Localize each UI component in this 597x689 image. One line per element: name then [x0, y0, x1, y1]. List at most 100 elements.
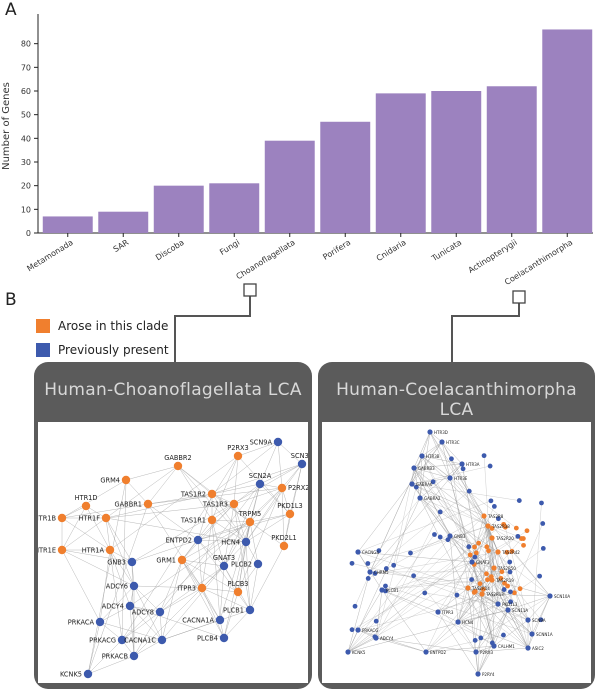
network-edge	[161, 565, 225, 641]
node-tas2r42: TAS2R42	[495, 549, 520, 555]
network-edge	[181, 559, 203, 589]
network-edge	[527, 595, 551, 649]
bar-porifera	[320, 121, 371, 233]
node-gnb3: GNB3	[107, 557, 137, 567]
network-panel-choanoflagellata: Human-Choanoflagellata LCA SCN9A SCN3A P2R…	[34, 362, 312, 689]
network-edge	[437, 611, 479, 675]
node-cacng4: CACNG4	[355, 549, 379, 555]
network-edge	[181, 503, 235, 561]
node-label: TAS2R50	[497, 566, 516, 571]
network-node-unlabeled	[365, 576, 371, 581]
network-edge	[375, 637, 427, 653]
node-label: ADCY4	[380, 636, 394, 641]
network-edge	[419, 431, 431, 499]
node-label: PRKACB	[102, 653, 129, 661]
network-edge	[441, 441, 485, 517]
bar-chart: Number of Genes01020304050607080Metamona…	[1, 14, 593, 287]
bar-choanoflagellata	[264, 140, 315, 233]
network-edge	[457, 603, 499, 623]
network-edge	[411, 441, 443, 485]
node-label: ADCY8	[132, 609, 154, 617]
network-edge	[87, 621, 101, 675]
network-node-unlabeled	[383, 583, 388, 589]
network-edge	[437, 611, 459, 623]
network-edge	[237, 487, 283, 593]
network-edge	[61, 549, 133, 563]
network-nodes: SCN9A SCN3A P2RX3 P2RX2 GABBR2 GRM4 SCN2A TAS1R…	[38, 437, 308, 679]
network-edge	[197, 539, 225, 567]
node-gnat3: GNAT3	[213, 554, 235, 571]
node-label: P2RX2	[288, 484, 308, 492]
network-node-unlabeled	[504, 549, 510, 555]
network-node-unlabeled	[476, 540, 482, 546]
node-dot	[101, 513, 111, 523]
node-label: TAS2R38	[491, 524, 510, 529]
node-prkacg: PRKACG	[89, 635, 127, 645]
network-edge	[125, 465, 179, 481]
network-node-unlabeled	[537, 573, 543, 579]
network-edge	[475, 651, 479, 675]
network-edge	[375, 589, 383, 639]
network-edge	[471, 561, 499, 605]
node-asic2: ASIC2	[525, 645, 544, 651]
node-p2rx3: P2RX3	[473, 649, 493, 655]
network-edge	[223, 609, 251, 639]
network-edge	[421, 431, 431, 457]
network-edge	[357, 551, 473, 563]
network-edge	[181, 559, 225, 567]
network-edge	[133, 585, 163, 641]
network-edge	[357, 629, 427, 653]
network-edge	[211, 493, 247, 543]
network-edge	[177, 465, 213, 521]
network-edge	[475, 603, 499, 653]
network-edge	[357, 589, 383, 631]
network-edge	[249, 487, 283, 523]
bar-coelacanthimorpha	[542, 29, 593, 233]
network-node-unlabeled	[473, 550, 479, 556]
network-edge	[511, 551, 551, 597]
network-edge	[233, 455, 239, 505]
node-dot	[157, 635, 167, 645]
connector-right	[451, 297, 520, 362]
network-edge	[87, 479, 127, 675]
network-edge	[413, 575, 477, 653]
node-htr1d: HTR1D	[75, 494, 97, 511]
network-edge	[87, 639, 123, 675]
node-dot	[233, 451, 243, 461]
network-node-unlabeled	[484, 571, 489, 577]
network-edge	[425, 538, 522, 653]
network-node-unlabeled	[505, 583, 510, 589]
network-edge	[347, 636, 375, 653]
network-edge	[159, 611, 163, 641]
node-htr1b: HTR1B	[38, 513, 67, 523]
node-dot	[489, 577, 495, 583]
node-kcnk5: KCNK5	[60, 669, 93, 679]
node-label: TAS2R20	[495, 536, 514, 541]
network-edge	[369, 491, 470, 573]
network-edge	[131, 539, 199, 563]
node-dot	[219, 633, 229, 643]
network-edge	[480, 595, 551, 639]
network-node-unlabeled	[466, 544, 472, 550]
network-edge	[467, 587, 529, 649]
node-prkaca: PRKACA	[68, 617, 105, 627]
network-edge	[457, 567, 495, 623]
network-graph-left: SCN9A SCN3A P2RX3 P2RX2 GABBR2 GRM4 SCN2A TAS1R…	[38, 437, 308, 679]
network-panel-coelacanthimorpha: Human-Coelacanthimorpha LCA HTR3D HTR3C HT…	[318, 362, 595, 689]
network-edge	[457, 587, 469, 623]
network-edge	[357, 441, 443, 553]
legend-item-new: Arose in this clade	[36, 314, 169, 338]
network-edge	[211, 519, 251, 523]
network-node-unlabeled	[454, 592, 460, 598]
network-nodes: HTR3D HTR3C HTR3B HTR3A GABRB3 HTR3E GABRA6 GAB…	[345, 429, 570, 677]
network-edge	[283, 463, 303, 547]
network-edge	[249, 545, 285, 611]
node-grm1: GRM1	[156, 555, 187, 565]
network-edge	[419, 497, 451, 537]
network-edge	[347, 629, 359, 653]
node-adcy4: ADCY4	[373, 635, 394, 641]
network-node-unlabeled	[491, 504, 497, 509]
node-dot	[129, 651, 139, 661]
node-dot	[459, 461, 465, 467]
network-edge	[249, 521, 285, 547]
